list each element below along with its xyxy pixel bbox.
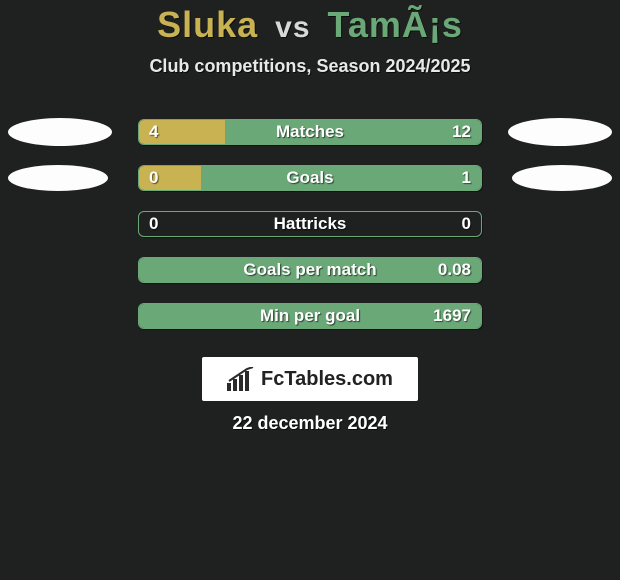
stat-right-value: 12 <box>452 120 471 144</box>
player1-badge <box>8 118 112 146</box>
stat-bar-right-fill <box>201 166 481 190</box>
stat-bar-right-fill <box>139 258 481 282</box>
stat-left-value: 0 <box>149 212 158 236</box>
brand-badge: FcTables.com <box>202 357 418 401</box>
stat-right-value: 0.08 <box>438 258 471 282</box>
stat-right-value: 1 <box>462 166 471 190</box>
stat-right-value: 0 <box>462 212 471 236</box>
player1-badge <box>8 165 108 191</box>
stat-left-value: 0 <box>149 166 158 190</box>
player2-name: TamÃ¡s <box>328 4 463 45</box>
stat-bar-right-fill <box>225 120 482 144</box>
stat-bar: 0.08Goals per match <box>138 257 482 283</box>
page-title: Sluka vs TamÃ¡s <box>0 4 620 46</box>
stat-left-value: 4 <box>149 120 158 144</box>
stat-bar: 01Goals <box>138 165 482 191</box>
stat-row: 1697Min per goal <box>0 293 620 339</box>
stat-row: 0.08Goals per match <box>0 247 620 293</box>
stat-row: 01Goals <box>0 155 620 201</box>
snapshot-date: 22 december 2024 <box>0 413 620 434</box>
stat-bar: 412Matches <box>138 119 482 145</box>
brand-chart-icon <box>227 367 255 391</box>
stat-bar: 0 0Hattricks <box>138 211 482 237</box>
player1-name: Sluka <box>157 4 258 45</box>
player2-badge <box>508 118 612 146</box>
stat-bar-right-fill <box>139 304 481 328</box>
vs-label: vs <box>275 11 310 44</box>
player2-badge <box>512 165 612 191</box>
stat-row: 412Matches <box>0 109 620 155</box>
stat-bar: 1697Min per goal <box>138 303 482 329</box>
brand-text: FcTables.com <box>261 368 393 391</box>
subtitle: Club competitions, Season 2024/2025 <box>0 56 620 77</box>
comparison-card: Sluka vs TamÃ¡s Club competitions, Seaso… <box>0 0 620 434</box>
stat-right-value: 1697 <box>433 304 471 328</box>
stats-list: 412Matches01Goals00Hattricks0.08Goals pe… <box>0 109 620 339</box>
stat-label: Hattricks <box>139 212 481 236</box>
stat-row: 0 0Hattricks <box>0 201 620 247</box>
